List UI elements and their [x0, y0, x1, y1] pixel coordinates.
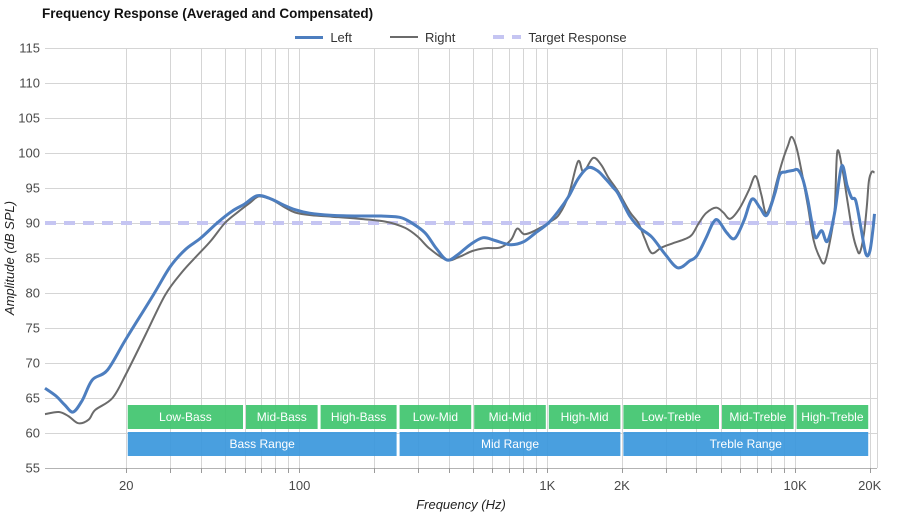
band-mid-treble — [722, 405, 794, 429]
band-low-treble — [623, 405, 720, 429]
y-tick-label: 115 — [19, 41, 40, 56]
band-label-high-mid: High-Mid — [561, 410, 609, 424]
y-tick-label: 75 — [26, 321, 40, 336]
legend-item-right[interactable]: Right — [390, 30, 455, 45]
y-tick-label: 70 — [26, 356, 40, 371]
left-curve — [44, 164, 876, 414]
legend-label: Right — [425, 29, 456, 45]
right-curve — [44, 135, 875, 425]
gridlines — [45, 48, 878, 469]
x-tick-label: 10K — [784, 478, 807, 493]
x-tick-label: 20K — [858, 478, 881, 493]
band-mid-range — [399, 432, 621, 456]
x-tick-label: 20 — [119, 478, 133, 493]
band-label-mid-bass: Mid-Bass — [257, 410, 307, 424]
y-tick-label: 95 — [26, 181, 40, 196]
y-tick-label: 105 — [18, 111, 40, 126]
legend-swatch-right — [390, 36, 419, 38]
legend: Left Right Target Response — [45, 28, 877, 46]
band-label-bass-range: Bass Range — [229, 437, 295, 451]
y-tick-label: 55 — [26, 461, 40, 476]
x-tick-label: 2K — [614, 478, 630, 493]
chart-title: Frequency Response (Averaged and Compens… — [42, 6, 374, 21]
bands-row-sub: Low-Bass Mid-Bass High-Bass Low-Mid Mid-Mid H… — [127, 405, 869, 429]
legend-label: Left — [330, 29, 353, 45]
x-tick-label: 1K — [539, 478, 555, 493]
y-tick-label: 80 — [26, 286, 40, 301]
bands-row-main: Bass Range Mid Range Treble Range — [127, 432, 869, 456]
band-label-mid-treble: Mid-Treble — [729, 410, 786, 424]
y-tick-label: 110 — [19, 76, 40, 91]
y-tick-label: 65 — [26, 391, 40, 406]
band-high-treble — [796, 405, 869, 429]
band-label-mid-range: Mid Range — [481, 437, 539, 451]
band-low-bass — [127, 405, 244, 429]
band-label-high-bass: High-Bass — [331, 410, 386, 424]
y-tick-label: 60 — [26, 426, 40, 441]
band-label-high-treble: High-Treble — [801, 410, 864, 424]
y-tick-label: 90 — [26, 216, 40, 231]
legend-item-target-response[interactable]: Target Response — [493, 29, 627, 45]
band-label-low-bass: Low-Bass — [159, 410, 212, 424]
band-high-bass — [320, 405, 397, 429]
x-tick-label: 100 — [289, 478, 311, 493]
band-label-low-mid: Low-Mid — [413, 410, 458, 424]
legend-item-left[interactable]: Left — [295, 30, 352, 45]
legend-label: Target Response — [528, 29, 627, 45]
band-high-mid — [548, 405, 621, 429]
y-tick-label: 100 — [18, 146, 40, 161]
band-low-mid — [399, 405, 472, 429]
legend-swatch-left — [295, 35, 324, 39]
band-treble-range — [623, 432, 869, 456]
band-mid-bass — [246, 405, 318, 429]
legend-swatch-target-response — [493, 35, 522, 39]
band-mid-mid — [474, 405, 546, 429]
y-tick-label: 85 — [26, 251, 40, 266]
x-axis-ticks — [126, 468, 871, 473]
band-label-low-treble: Low-Treble — [641, 410, 701, 424]
band-label-treble-range: Treble Range — [710, 437, 783, 451]
y-axis-title: Amplitude (dB SPL) — [2, 201, 17, 316]
band-bass-range — [127, 432, 397, 456]
x-axis-title: Frequency (Hz) — [416, 497, 506, 512]
band-label-mid-mid: Mid-Mid — [489, 410, 532, 424]
